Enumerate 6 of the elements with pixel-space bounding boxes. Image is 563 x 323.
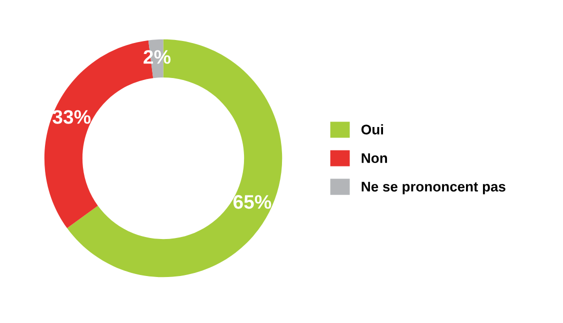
data-label: 2% [144, 50, 171, 64]
legend-label: Oui [361, 124, 384, 134]
legend-label: Ne se prononcent pas [362, 182, 506, 194]
data-label: 65% [233, 195, 272, 209]
data-label: 33% [52, 110, 91, 124]
legend-label: Non [362, 153, 387, 164]
